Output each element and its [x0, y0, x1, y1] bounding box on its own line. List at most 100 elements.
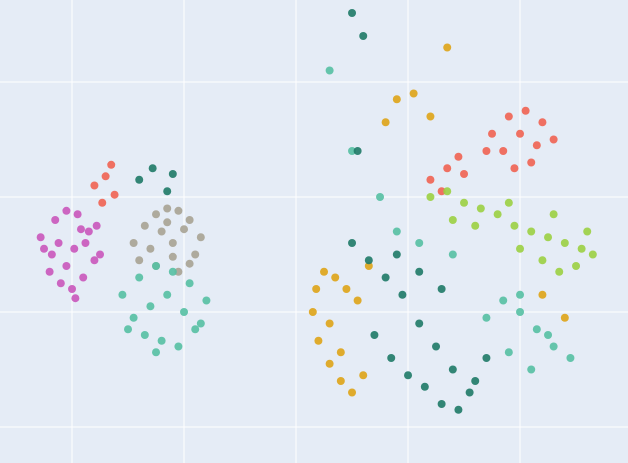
point	[516, 308, 525, 317]
point	[415, 319, 424, 328]
point	[527, 227, 536, 236]
point	[79, 273, 88, 282]
point	[426, 192, 435, 201]
point	[163, 187, 172, 196]
point	[392, 227, 401, 236]
point	[168, 252, 177, 261]
point	[180, 225, 189, 234]
point	[163, 204, 172, 213]
point	[460, 169, 469, 178]
point	[448, 365, 457, 374]
point	[135, 175, 144, 184]
point	[196, 319, 205, 328]
point	[437, 400, 446, 409]
point	[146, 244, 155, 253]
point	[92, 221, 101, 230]
point	[516, 129, 525, 138]
point	[583, 227, 592, 236]
point	[107, 160, 116, 169]
point	[549, 342, 558, 351]
point	[577, 244, 586, 253]
point	[56, 279, 65, 288]
point	[476, 204, 485, 213]
point	[185, 215, 194, 224]
point	[320, 267, 329, 276]
point	[353, 296, 362, 305]
point	[129, 313, 138, 322]
point	[392, 95, 401, 104]
point	[62, 206, 71, 215]
point	[527, 158, 536, 167]
point	[370, 331, 379, 340]
point	[465, 388, 474, 397]
point	[90, 256, 99, 265]
point	[398, 290, 407, 299]
point	[499, 146, 508, 155]
point	[45, 267, 54, 276]
point	[510, 221, 519, 230]
point	[325, 319, 334, 328]
point	[98, 198, 107, 207]
point	[185, 259, 194, 268]
point	[140, 331, 149, 340]
point	[443, 43, 452, 52]
point	[191, 325, 200, 334]
point	[588, 250, 597, 259]
point	[482, 146, 491, 155]
point	[62, 262, 71, 271]
point	[353, 146, 362, 155]
point	[521, 106, 530, 115]
point	[392, 250, 401, 259]
point	[84, 227, 93, 236]
point	[101, 172, 110, 181]
point	[516, 290, 525, 299]
point	[566, 354, 575, 363]
point	[443, 164, 452, 173]
point	[504, 348, 513, 357]
point	[196, 233, 205, 242]
point	[348, 388, 357, 397]
point	[544, 233, 553, 242]
point	[560, 239, 569, 248]
point	[482, 313, 491, 322]
point	[312, 285, 321, 294]
point	[54, 239, 63, 248]
point	[348, 239, 357, 248]
point	[415, 239, 424, 248]
point	[348, 146, 357, 155]
point	[544, 331, 553, 340]
point	[73, 210, 82, 219]
point	[493, 210, 502, 219]
point	[488, 129, 497, 138]
point	[549, 210, 558, 219]
point	[504, 198, 513, 207]
point	[129, 239, 138, 248]
point	[532, 325, 541, 334]
point	[532, 141, 541, 150]
point	[454, 405, 463, 414]
point	[152, 210, 161, 219]
point	[504, 112, 513, 121]
point	[381, 118, 390, 127]
point	[437, 285, 446, 294]
point	[110, 190, 119, 199]
point	[549, 135, 558, 144]
point	[404, 371, 413, 380]
point	[70, 244, 79, 253]
point	[538, 290, 547, 299]
point	[71, 294, 80, 303]
point	[516, 244, 525, 253]
point	[448, 250, 457, 259]
point	[336, 348, 345, 357]
point	[314, 336, 323, 345]
point	[387, 354, 396, 363]
point	[308, 308, 317, 317]
point	[409, 89, 418, 98]
point	[163, 290, 172, 299]
point	[180, 308, 189, 317]
point	[68, 285, 77, 294]
point	[555, 267, 564, 276]
point	[152, 262, 161, 271]
